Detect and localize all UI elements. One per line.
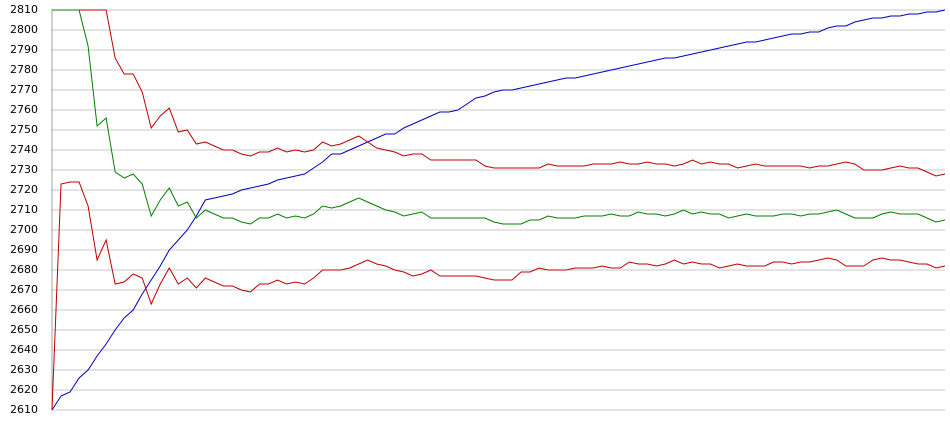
series-line	[51, 9, 946, 411]
y-tick-label: 2660	[10, 303, 38, 316]
series-line	[52, 9, 946, 177]
y-tick-label: 2610	[10, 403, 38, 416]
series-line	[51, 181, 946, 411]
series-line	[52, 9, 946, 225]
y-tick-label: 2630	[10, 363, 38, 376]
y-tick-label: 2640	[10, 343, 38, 356]
y-tick-label: 2730	[10, 163, 38, 176]
y-tick-label: 2700	[10, 223, 38, 236]
y-tick-label: 2800	[10, 23, 38, 36]
y-tick-label: 2810	[10, 3, 38, 16]
y-tick-label: 2740	[10, 143, 38, 156]
y-tick-label: 2680	[10, 263, 38, 276]
y-tick-label: 2670	[10, 283, 38, 296]
y-tick-label: 2650	[10, 323, 38, 336]
y-tick-label: 2620	[10, 383, 38, 396]
y-tick-label: 2760	[10, 103, 38, 116]
y-tick-label: 2720	[10, 183, 38, 196]
y-tick-label: 2780	[10, 63, 38, 76]
y-tick-label: 2710	[10, 203, 38, 216]
y-tick-label: 2750	[10, 123, 38, 136]
y-tick-label: 2790	[10, 43, 38, 56]
y-tick-label: 2690	[10, 243, 38, 256]
y-tick-label: 2770	[10, 83, 38, 96]
